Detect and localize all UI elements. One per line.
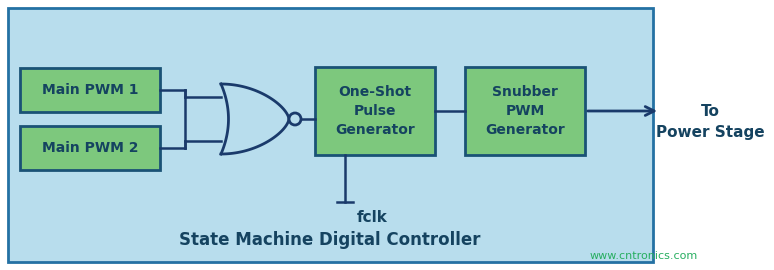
Text: State Machine Digital Controller: State Machine Digital Controller xyxy=(180,231,481,249)
Text: Main PWM 1: Main PWM 1 xyxy=(42,83,139,97)
Text: Snubber
PWM
Generator: Snubber PWM Generator xyxy=(485,85,565,137)
FancyBboxPatch shape xyxy=(8,8,653,262)
Text: Main PWM 2: Main PWM 2 xyxy=(42,141,139,155)
FancyBboxPatch shape xyxy=(20,126,160,170)
FancyBboxPatch shape xyxy=(465,67,585,155)
FancyBboxPatch shape xyxy=(315,67,435,155)
Polygon shape xyxy=(221,84,289,154)
Text: www.cntronics.com: www.cntronics.com xyxy=(590,251,698,261)
Text: One-Shot
Pulse
Generator: One-Shot Pulse Generator xyxy=(335,85,415,137)
FancyBboxPatch shape xyxy=(20,68,160,112)
Text: To
Power Stage: To Power Stage xyxy=(656,104,764,140)
Circle shape xyxy=(289,113,301,125)
Text: fclk: fclk xyxy=(357,210,388,225)
